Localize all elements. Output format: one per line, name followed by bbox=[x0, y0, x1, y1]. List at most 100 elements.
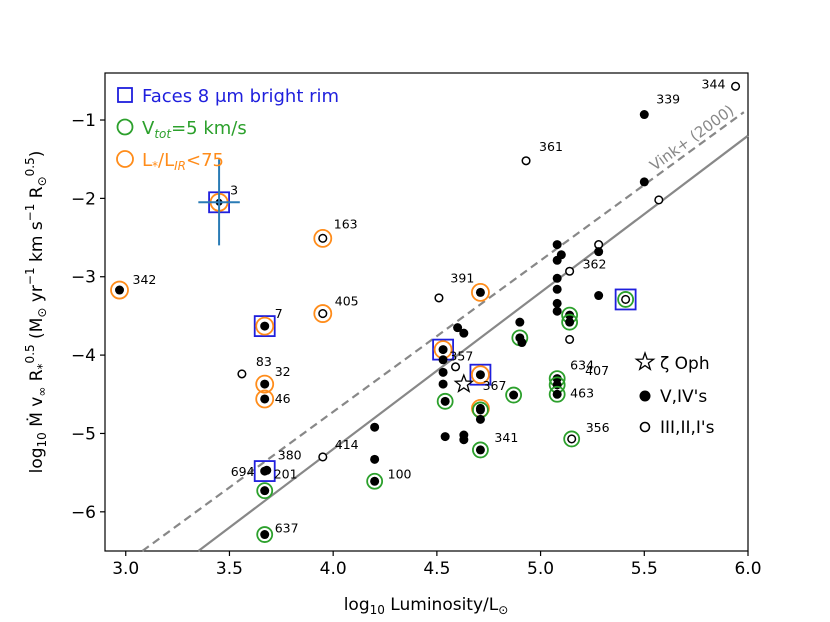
point-label: 367 bbox=[483, 378, 507, 393]
axis-ticks: 3.0 3.5 4.0 4.5 5.0 5.5 6.0 −6 −5 −4 −3 −2 −1 bbox=[71, 111, 762, 579]
x-tick-label: 4.5 bbox=[423, 559, 450, 579]
dwarf-point bbox=[552, 273, 562, 283]
dwarf-point bbox=[552, 284, 562, 294]
lum-ring-marker bbox=[471, 365, 490, 385]
point-label: 344 bbox=[702, 76, 726, 91]
rim-square-marker bbox=[253, 315, 276, 338]
dwarf-point bbox=[370, 476, 380, 486]
legend-dwarf-text: V,IV's bbox=[660, 387, 707, 407]
legend-vtot-text: Vtot=5 km/s bbox=[142, 118, 247, 141]
y-axis-title: log10 Ṁ v∞ R*0.5 (M⊙ yr−1 km s−1 R⊙0.5) bbox=[23, 151, 49, 474]
y-tick-label: −6 bbox=[71, 503, 96, 523]
legend-giant-text: III,II,I's bbox=[660, 418, 715, 438]
legend-zeta-text: ζ Oph bbox=[660, 354, 710, 374]
point-label: 637 bbox=[275, 521, 299, 536]
dwarf-point bbox=[552, 306, 562, 316]
legend-bottom-right: ζ Oph V,IV's III,II,I's bbox=[634, 351, 715, 438]
vtot-ring-marker bbox=[256, 482, 274, 500]
vtot-ring-marker bbox=[505, 386, 523, 404]
point-label: 357 bbox=[449, 349, 473, 364]
dwarf-point bbox=[594, 247, 604, 257]
dwarf-point bbox=[260, 394, 270, 404]
vtot-ring-marker bbox=[617, 291, 635, 308]
y-tick-label: −1 bbox=[71, 111, 96, 131]
zeta-oph-star-marker bbox=[453, 373, 475, 393]
fit-solid-line bbox=[197, 134, 749, 552]
lum-ring-marker bbox=[313, 228, 333, 248]
lum-ring-marker bbox=[255, 389, 275, 409]
lum-ring-marker bbox=[313, 304, 333, 323]
dwarf-point bbox=[552, 298, 562, 308]
legend-star-icon bbox=[634, 351, 656, 371]
dwarf-point bbox=[370, 454, 380, 464]
dwarf-point bbox=[260, 321, 270, 331]
legend-green-circle-icon bbox=[116, 118, 134, 136]
dwarf-point bbox=[453, 323, 463, 333]
point-label: 163 bbox=[334, 216, 358, 231]
vink-dashed-line bbox=[141, 111, 745, 552]
x-tick-label: 3.0 bbox=[112, 559, 139, 579]
dwarf-point bbox=[260, 530, 270, 540]
point-label: 201 bbox=[274, 467, 298, 482]
x-tick-label: 6.0 bbox=[734, 559, 761, 579]
dwarf-point bbox=[556, 250, 566, 260]
x-tick-label: 5.5 bbox=[631, 559, 658, 579]
dwarf-point bbox=[262, 465, 272, 475]
dwarf-point bbox=[475, 414, 485, 424]
dwarf-point bbox=[517, 338, 527, 348]
x-axis-title: log10 Luminosity/L⊙ bbox=[344, 595, 509, 617]
dwarf-point bbox=[552, 389, 562, 399]
giant-point bbox=[731, 81, 741, 91]
plot-frame bbox=[104, 72, 749, 552]
dwarf-point bbox=[115, 285, 125, 295]
giant-point bbox=[318, 309, 328, 319]
legend-lum-text: L*/LIR<75 bbox=[142, 150, 224, 173]
dwarf-point bbox=[475, 405, 485, 415]
dwarf-point bbox=[438, 355, 448, 365]
dwarf-point bbox=[552, 374, 562, 384]
point-label: 339 bbox=[656, 92, 680, 107]
point-label: 3 bbox=[230, 182, 238, 197]
dwarf-point bbox=[594, 291, 604, 301]
point-label: 361 bbox=[539, 139, 563, 154]
dwarf-point bbox=[438, 379, 448, 389]
point-label: 32 bbox=[275, 364, 291, 379]
point-label: 46 bbox=[275, 391, 291, 406]
y-tick-label: −3 bbox=[71, 268, 96, 288]
dwarf-point bbox=[459, 435, 469, 445]
giant-point bbox=[318, 452, 328, 462]
y-tick-label: −4 bbox=[71, 346, 96, 366]
dwarf-point bbox=[260, 486, 270, 496]
dwarf-point bbox=[440, 432, 450, 442]
dwarf-point bbox=[475, 287, 485, 297]
point-label: 362 bbox=[583, 256, 607, 271]
giant-point bbox=[237, 369, 247, 379]
x-tick-label: 5.0 bbox=[527, 559, 554, 579]
dwarf-point bbox=[639, 177, 649, 187]
legend-rim-text: Faces 8 μm bright rim bbox=[142, 86, 339, 107]
rim-square-marker bbox=[469, 363, 492, 386]
point-label: 342 bbox=[133, 272, 157, 287]
giant-point bbox=[434, 293, 444, 303]
dwarf-point bbox=[475, 370, 485, 380]
point-label: 7 bbox=[275, 306, 283, 321]
vtot-ring-marker bbox=[256, 526, 274, 543]
giant-point bbox=[450, 362, 461, 372]
dwarf-point bbox=[440, 396, 450, 406]
dwarf-point bbox=[509, 390, 519, 400]
giant-point bbox=[567, 434, 577, 444]
lum-ring-marker bbox=[110, 280, 129, 300]
point-label: 83 bbox=[256, 354, 272, 369]
dwarf-point bbox=[639, 110, 649, 120]
lum-ring-marker bbox=[255, 316, 275, 336]
vink-line-label: Vink+ (2000) bbox=[646, 101, 737, 174]
point-label: 356 bbox=[586, 420, 610, 435]
y-tick-label: −2 bbox=[71, 189, 96, 209]
point-label: 407 bbox=[585, 363, 609, 378]
dwarf-point bbox=[565, 317, 575, 327]
point-label: 634 bbox=[570, 358, 594, 373]
vtot-ring-marker bbox=[436, 392, 454, 410]
vtot-ring-marker bbox=[561, 313, 579, 331]
legend-filled-icon bbox=[639, 390, 651, 402]
